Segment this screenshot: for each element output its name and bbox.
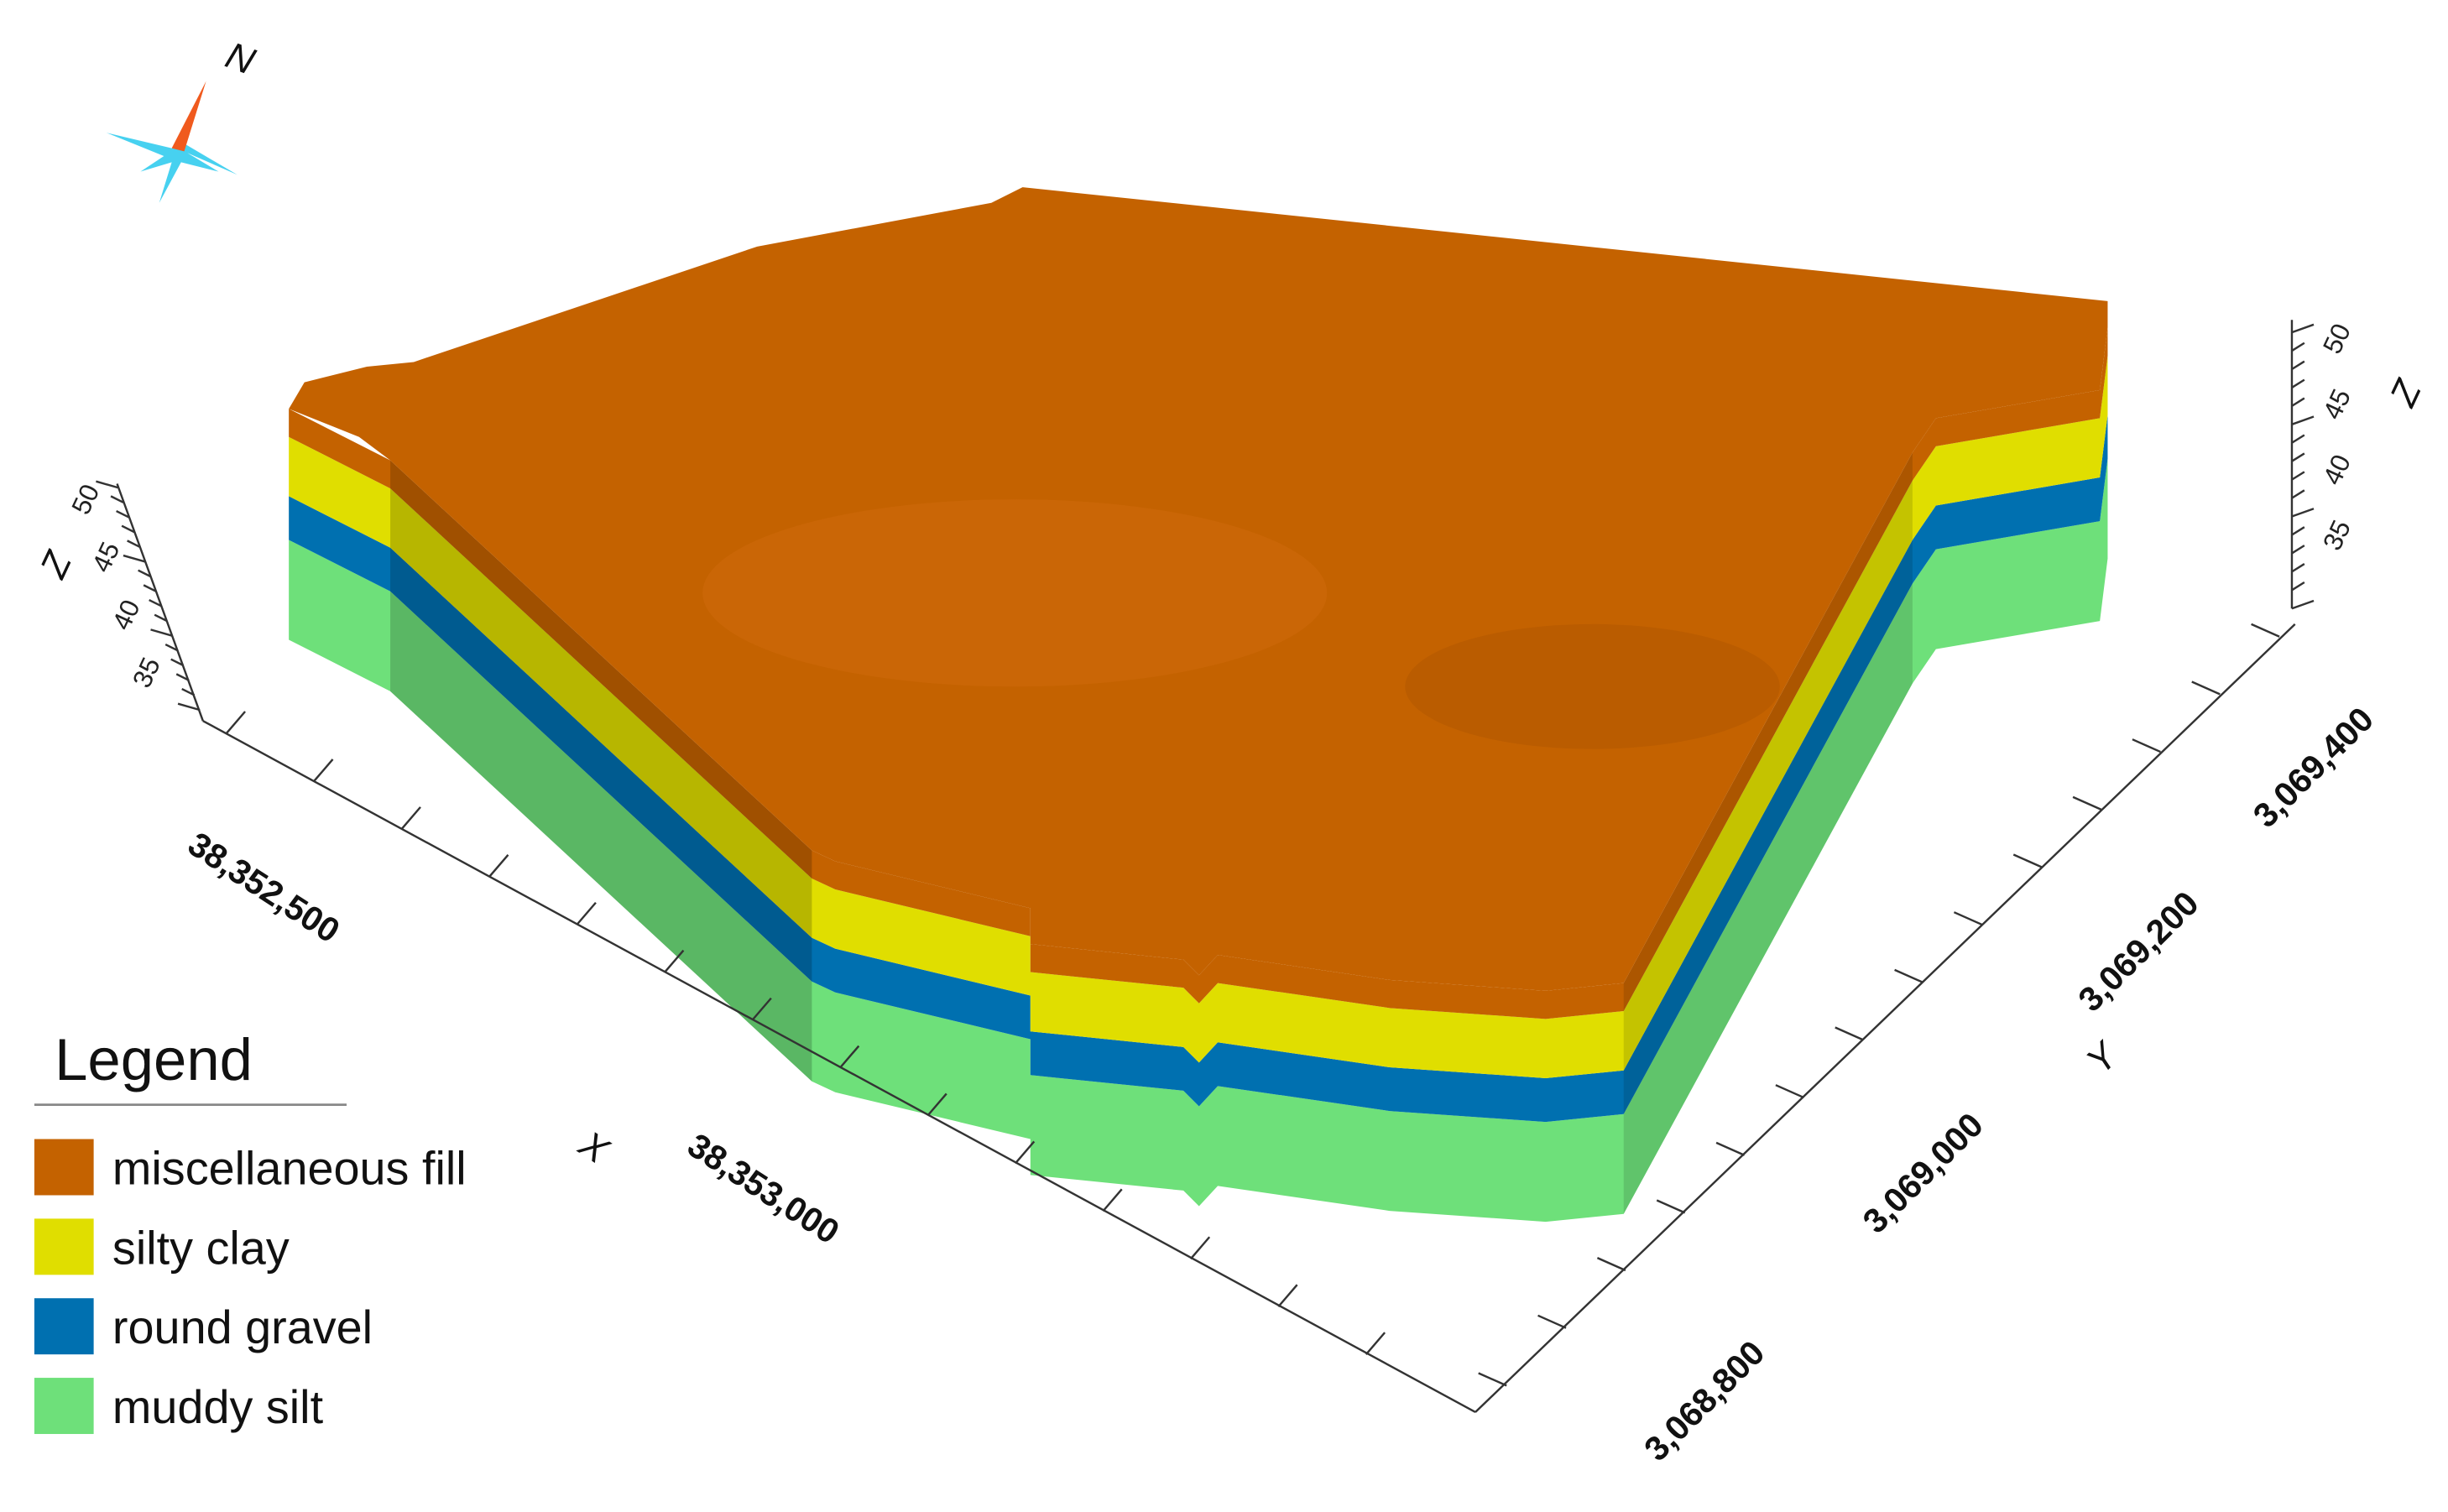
y-tick (1835, 1026, 1864, 1041)
z-tick (116, 509, 130, 519)
z-tick-label: 35 (2316, 515, 2357, 555)
x-axis-label: X (572, 1124, 617, 1173)
x-tick (751, 997, 772, 1021)
x-tick (839, 1045, 860, 1069)
y-tick-label: 3,069,000 (1856, 1105, 1991, 1240)
y-tick (1715, 1141, 1746, 1156)
x-tick (664, 949, 685, 973)
y-tick (2012, 853, 2043, 868)
z-tick (177, 702, 201, 712)
z-tick (164, 643, 179, 652)
z-tick (150, 628, 173, 637)
north-label: N (221, 34, 261, 82)
z-tick (154, 613, 168, 623)
y-tick (1537, 1314, 1567, 1329)
z-tick (2291, 378, 2305, 388)
legend-label: muddy silt (112, 1380, 324, 1433)
y-tick (2132, 738, 2161, 753)
legend-title: Legend (55, 1026, 253, 1092)
z-tick (2291, 526, 2305, 536)
z-tick (96, 480, 118, 489)
y-tick (2072, 795, 2102, 811)
legend-label: miscellaneous fill (112, 1141, 467, 1194)
x-tick (313, 759, 334, 782)
z-tick-label: 40 (106, 595, 146, 634)
z-tick-label: 45 (86, 537, 126, 576)
y-tick (1953, 911, 1983, 926)
y-tick (1478, 1372, 1507, 1387)
z-tick (181, 687, 196, 696)
x-tick (488, 854, 509, 878)
z-tick-label: 45 (2316, 384, 2357, 424)
legend-swatch (34, 1139, 94, 1196)
x-tick (926, 1092, 947, 1117)
y-tick (1775, 1084, 1804, 1099)
z-tick (149, 598, 163, 607)
y-tick-label: 3,069,400 (2246, 700, 2381, 835)
z-tick (2291, 489, 2305, 499)
x-tick (225, 711, 246, 734)
z-tick (123, 554, 146, 563)
x-tick (576, 901, 597, 925)
z-axis-label: Z (2382, 373, 2430, 413)
z-tick (2291, 415, 2315, 425)
z-tick (2291, 397, 2305, 407)
x-tick (1365, 1332, 1386, 1355)
side-shade (1623, 452, 1913, 1214)
x-tick (1102, 1188, 1123, 1212)
z-tick (2291, 452, 2305, 462)
legend-label: round gravel (112, 1301, 373, 1353)
z-tick (2291, 434, 2305, 444)
z-tick (2291, 342, 2305, 352)
x-tick (1277, 1284, 1298, 1308)
y-axis-label: Y (2079, 1034, 2127, 1082)
z-tick-label: 35 (126, 653, 166, 692)
z-tick (2291, 508, 2315, 518)
y-tick (2251, 623, 2280, 638)
x-tick (1189, 1236, 1211, 1260)
y-tick-label: 3,069,200 (2070, 884, 2205, 1019)
axes-frame (96, 320, 2315, 1414)
z-tick (170, 658, 185, 667)
y-tick-label: 3,068,800 (1636, 1333, 1772, 1468)
z-tick (2291, 360, 2305, 371)
z-tick (127, 540, 141, 548)
legend: Legend miscellaneous fill silty clay round… (34, 1026, 467, 1435)
z-tick (2291, 599, 2315, 610)
z-tick (138, 569, 152, 578)
legend-swatch (34, 1298, 94, 1355)
z-axis-label: Z (33, 545, 81, 585)
surface-shade (1405, 623, 1780, 749)
z-tick (2291, 323, 2315, 334)
legend-swatch (34, 1218, 94, 1275)
legend-swatch (34, 1378, 94, 1435)
z-tick (110, 495, 124, 503)
z-tick-label: 50 (65, 479, 106, 519)
x-tick-label: 38,352,500 (181, 825, 347, 951)
z-tick (175, 673, 190, 681)
side-shade (390, 460, 812, 1082)
top-surface (289, 187, 2108, 991)
x-tick (1015, 1140, 1036, 1165)
y-tick (1894, 968, 1923, 983)
legend-label: silty clay (112, 1221, 290, 1274)
z-tick (2291, 545, 2305, 555)
z-tick (2291, 563, 2305, 573)
z-tick (121, 524, 135, 534)
y-tick (1596, 1257, 1626, 1272)
layer-side (289, 458, 2108, 1223)
geologic-model (289, 187, 2108, 1223)
z-tick (2291, 471, 2305, 481)
surface-shade (702, 499, 1328, 687)
z-tick (143, 584, 157, 592)
north-arrow: N (106, 34, 261, 203)
y-tick (2191, 680, 2221, 696)
z-tick-label: 40 (2316, 450, 2357, 489)
z-tick (2291, 581, 2305, 592)
x-tick-label: 38,353,000 (681, 1125, 846, 1251)
x-tick (400, 806, 421, 830)
z-tick-label: 50 (2316, 319, 2357, 358)
y-tick (1656, 1199, 1686, 1214)
